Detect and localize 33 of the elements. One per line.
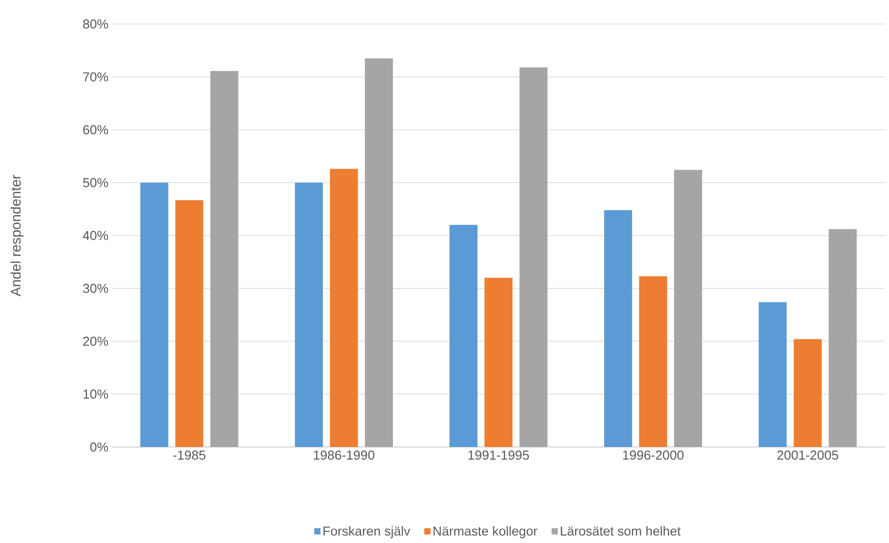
y-tick-label: 20% [83,336,108,346]
bar [175,200,204,447]
legend-label: Forskaren själv [324,526,410,538]
bar [794,339,822,447]
legend-label: Närmaste kollegor [434,526,538,538]
bar [140,182,168,447]
y-tick-label: 70% [83,72,108,82]
x-tick-label: 1986-1990 [314,450,374,460]
bar [828,229,857,447]
bar [210,71,238,447]
bar [674,170,702,447]
bar [484,278,513,447]
x-tick-label: 1996-2000 [623,450,684,460]
x-tick-label: 1991-1995 [468,450,529,460]
y-tick-label: 0% [90,442,108,452]
bar [639,276,668,447]
bar [520,67,548,447]
y-tick-label: 50% [83,178,108,188]
x-tick-label: -1985 [173,450,206,460]
bar [604,210,632,447]
bar [364,58,393,447]
y-tick-label: 40% [82,230,108,240]
y-tick-label: 10% [84,390,108,399]
legend-label: Lärosätet som helhet [560,526,681,536]
bar [758,302,787,447]
y-tick-label: 60% [83,125,108,134]
bar [450,224,478,447]
bar [294,182,323,447]
y-axis-title: Andel respondenter [10,174,24,296]
y-tick-label: 80% [83,19,108,29]
y-tick-label: 30% [83,284,108,293]
x-tick-label: 2001-2005 [777,450,838,460]
bar [330,168,358,447]
